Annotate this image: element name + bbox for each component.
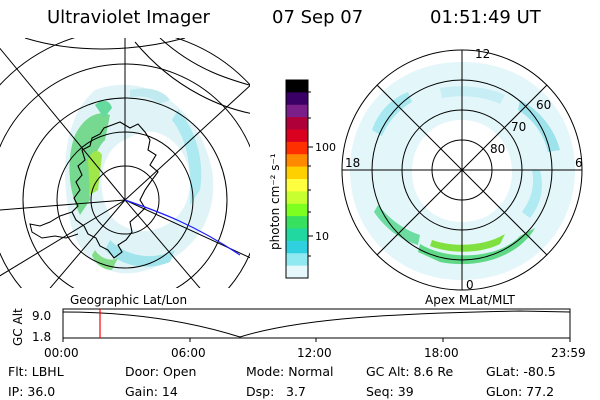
filter-info: Flt: LBHL <box>8 364 64 379</box>
colorbar-segment <box>286 179 308 192</box>
mlat-mlt-grid <box>341 49 583 291</box>
colorbar-segment <box>286 129 308 143</box>
mlat-label-60: 60 <box>536 98 551 112</box>
colorbar-segment <box>286 253 308 267</box>
gain-info: Gain: 14 <box>125 384 178 399</box>
geographic-map <box>0 38 250 288</box>
dsp-label: Dsp: <box>246 384 275 399</box>
colorbar-tick-100: 100 <box>315 141 336 154</box>
time-display: 01:51:49 UT <box>430 7 541 28</box>
colorbar-segment <box>286 240 308 254</box>
colorbar-segment <box>286 216 308 229</box>
mode-info: Mode: Normal <box>246 364 334 379</box>
date-display: 07 Sep 07 <box>272 7 364 28</box>
time-tick-1200: 12:00 <box>297 346 332 360</box>
app-title: Ultraviolet Imager <box>47 7 210 28</box>
left-panel-caption: Geographic Lat/Lon <box>70 293 187 307</box>
door-info: Door: Open <box>125 364 197 379</box>
colorbar-segment <box>286 265 308 279</box>
mlt-label-6: 6 <box>575 156 583 170</box>
mlat-label-70: 70 <box>511 120 526 134</box>
time-tick-2359: 23:59 <box>551 346 586 360</box>
mlt-label-18: 18 <box>345 156 360 170</box>
lat-lon-grid <box>0 38 250 288</box>
time-tick-1800: 18:00 <box>424 346 459 360</box>
colorbar-segment <box>286 117 308 130</box>
colorbar-segment <box>286 191 308 205</box>
time-tick-0000: 00:00 <box>44 346 79 360</box>
colorbar-segment <box>286 92 308 106</box>
dsp-value: 3.7 <box>286 384 306 399</box>
mlat-label-80: 80 <box>490 142 505 156</box>
colorbar-segment <box>286 141 308 155</box>
colorbar-segment <box>286 154 308 168</box>
altitude-strip <box>62 308 571 342</box>
mlt-label-12: 12 <box>475 47 490 61</box>
colorbar-segment <box>286 203 308 217</box>
colorbar-segment <box>286 166 308 180</box>
magnetic-map <box>341 49 583 291</box>
ip-info: IP: 36.0 <box>8 384 56 399</box>
sequence-info: Seq: 39 <box>366 384 414 399</box>
glon-info: GLon: 77.2 <box>486 384 555 399</box>
peninsula-coastline <box>29 211 79 239</box>
colorbar-unit-label: photon cm⁻² s⁻¹ <box>268 153 282 250</box>
mlt-label-0: 0 <box>466 278 474 292</box>
time-tick-0600: 06:00 <box>171 346 206 360</box>
altitude-axis-label: GC Alt <box>11 308 25 346</box>
antarctica-coastline <box>71 121 159 259</box>
colorbar-segment <box>286 80 308 93</box>
colorbar-segment <box>286 104 308 118</box>
gc-altitude-info: GC Alt: 8.6 Re <box>366 364 454 379</box>
colorbar <box>285 79 313 279</box>
altitude-ytick-top: 9.0 <box>32 309 51 323</box>
colorbar-segment <box>286 228 308 242</box>
colorbar-tick-10: 10 <box>315 230 329 243</box>
blue-trace <box>124 199 241 256</box>
altitude-ytick-bottom: 1.8 <box>32 330 51 344</box>
glat-info: GLat: -80.5 <box>486 364 556 379</box>
right-panel-caption: Apex MLat/MLT <box>425 293 515 307</box>
